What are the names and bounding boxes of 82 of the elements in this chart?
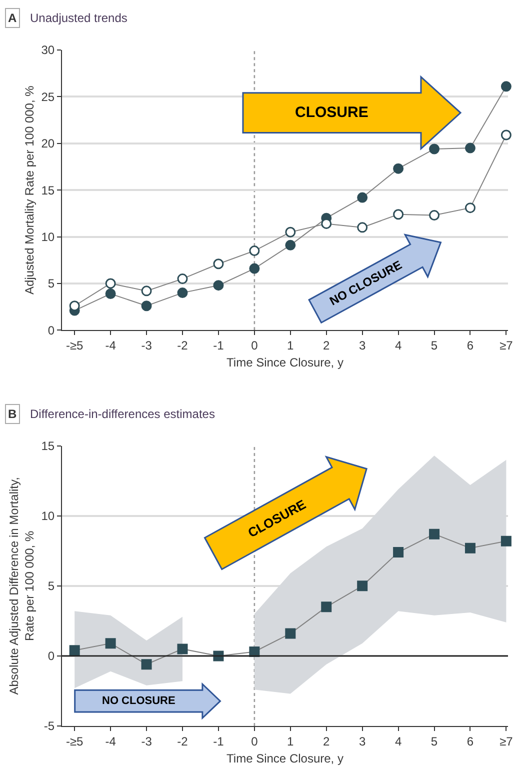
point	[357, 222, 368, 233]
y-tick-label: 30	[41, 43, 55, 58]
x-tick-label: 4	[394, 338, 402, 353]
x-tick-label: 0	[251, 734, 258, 748]
x-tick-label: 3	[358, 734, 366, 748]
y-tick-label: -5	[44, 719, 55, 734]
x-tick-label: 5	[430, 338, 438, 353]
x-tick-label: 0	[251, 338, 258, 353]
point	[285, 628, 296, 639]
y-tick-label: 10	[41, 509, 55, 524]
point	[464, 542, 476, 554]
point	[213, 258, 224, 270]
y-tick-label: 15	[41, 439, 55, 454]
point	[249, 263, 260, 274]
y-tick-label: 25	[41, 90, 55, 104]
point	[285, 240, 296, 250]
x-tick-label: 4	[394, 734, 402, 748]
x-axis-title: Time Since Closure, y	[226, 355, 344, 370]
point	[69, 300, 80, 312]
x-tick-label: -2	[177, 338, 188, 353]
point	[141, 300, 152, 312]
x-tick-label: 6	[466, 734, 474, 748]
point	[464, 142, 476, 154]
y-tick-label: 10	[41, 230, 55, 244]
x-tick-label: ≥7	[500, 338, 514, 353]
x-tick-label: 1	[287, 338, 294, 353]
y-axis-title: Absolute Adjusted Difference in Mortality, Rate per 100 000, %	[6, 477, 37, 695]
point	[429, 528, 440, 540]
y-axis-title: Adjusted Mortality Rate per 100 000, %	[22, 85, 37, 294]
x-tick-label: 3	[358, 338, 366, 353]
point	[429, 210, 440, 221]
point	[285, 226, 296, 238]
point	[213, 280, 224, 291]
x-tick-label: 2	[323, 338, 330, 353]
x-tick-label: -4	[105, 734, 116, 748]
chart-title: B	[8, 407, 17, 421]
chart-subtitle: Difference-in-differences estimates	[30, 407, 215, 421]
point	[105, 638, 116, 649]
x-tick-label: 1	[287, 734, 294, 748]
point	[177, 274, 188, 284]
point	[357, 192, 368, 203]
point	[357, 580, 368, 592]
y-tick-label: 20	[41, 136, 55, 151]
x-tick-label: 5	[430, 734, 438, 748]
point	[464, 202, 476, 214]
point	[141, 659, 152, 670]
x-tick-label: -2	[177, 734, 188, 748]
point	[141, 286, 152, 296]
x-tick-label: ≥7	[500, 734, 514, 748]
point	[500, 130, 512, 140]
x-tick-label: -1	[213, 734, 224, 748]
y-tick-label: 0	[48, 323, 55, 338]
x-tick-label: -3	[141, 734, 152, 748]
y-tick-label: 0	[48, 649, 55, 664]
point	[393, 209, 404, 220]
point	[177, 288, 188, 298]
x-tick-label: -4	[105, 338, 116, 353]
point	[105, 288, 116, 299]
x-tick-label: -1	[213, 338, 224, 353]
point	[105, 278, 116, 289]
point	[393, 163, 404, 174]
point	[177, 644, 188, 654]
annotation: CLOSURE	[295, 104, 368, 121]
x-axis-title: Time Since Closure, y	[226, 751, 344, 766]
x-tick-label: 6	[466, 338, 474, 353]
y-tick-label: 15	[41, 183, 55, 198]
point	[429, 144, 440, 154]
annotation: NO CLOSURE	[102, 695, 176, 707]
x-tick-label: -3	[141, 338, 152, 353]
y-tick-label: 5	[48, 276, 55, 291]
point	[393, 547, 404, 558]
point	[249, 246, 260, 256]
x-tick-label: -≥5	[66, 734, 84, 748]
point	[69, 645, 80, 656]
point	[321, 602, 332, 612]
x-tick-label: 2	[323, 734, 330, 748]
point	[500, 81, 512, 92]
x-tick-label: -≥5	[66, 338, 84, 353]
point	[500, 536, 512, 546]
y-tick-label: 5	[48, 579, 55, 594]
chart-title: A	[8, 11, 17, 25]
chart-subtitle: Unadjusted trends	[30, 11, 128, 25]
